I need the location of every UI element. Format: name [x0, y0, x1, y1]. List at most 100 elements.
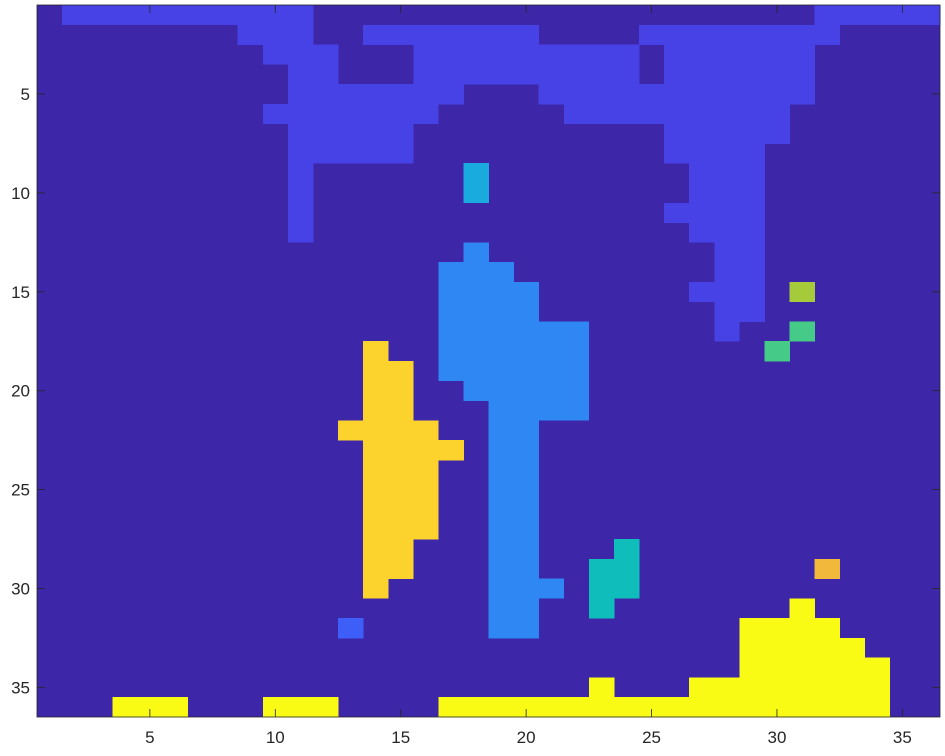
heatmap-cell-run	[438, 302, 539, 322]
heatmap-cell-run	[664, 143, 765, 163]
heatmap-cell-run	[589, 579, 640, 599]
heatmap-cell-run	[489, 539, 540, 559]
x-tick-label: 10	[266, 728, 285, 747]
heatmap-cell-run	[739, 658, 890, 678]
heatmap-cell-run	[413, 45, 639, 65]
heatmap-cell-run	[589, 598, 614, 618]
heatmap-cell-run	[363, 559, 414, 579]
heatmap-cell-run	[288, 163, 313, 183]
heatmap-cell-run	[489, 618, 540, 638]
heatmap-cell-run	[438, 697, 890, 717]
heatmap-cell-run	[815, 5, 941, 25]
heatmap-cell-run	[463, 183, 488, 203]
heatmap-cell-run	[689, 677, 890, 697]
heatmap-cell-run	[489, 401, 590, 421]
heatmap-cell-run	[489, 598, 540, 618]
heatmap-cell-run	[338, 618, 363, 638]
heatmap-cell-run	[288, 203, 313, 223]
heatmap-cell-run	[489, 420, 540, 440]
x-tick-label: 15	[391, 728, 410, 747]
heatmap-cell-run	[639, 25, 840, 45]
heatmap-cell-run	[614, 539, 639, 559]
heatmap-cell-run	[263, 104, 439, 124]
heatmap-cell-run	[489, 559, 540, 579]
heatmap-cell-run	[489, 519, 540, 539]
heatmap-cell-run	[438, 282, 539, 302]
heatmap-cell-run	[238, 25, 314, 45]
heatmap-cell-run	[438, 361, 589, 381]
x-tick-label: 5	[145, 728, 154, 747]
heatmap-cell-run	[815, 559, 840, 579]
heatmap-cell-run	[363, 539, 414, 559]
heatmap-cell-run	[463, 381, 589, 401]
heatmap-cell-run	[363, 341, 388, 361]
y-tick-label: 30	[11, 579, 30, 598]
heatmap-cell-run	[539, 84, 815, 104]
heatmap-cell-run	[363, 440, 464, 460]
heatmap-cell-run	[790, 321, 815, 341]
heatmap-cell-run	[413, 64, 639, 84]
x-tick-label: 30	[767, 728, 786, 747]
heatmap-cell-run	[714, 242, 765, 262]
heatmap-cell-run	[363, 480, 439, 500]
x-tick-label: 25	[642, 728, 661, 747]
heatmap-cell-run	[489, 440, 540, 460]
heatmap-cell-run	[438, 341, 589, 361]
heatmap-cell-run	[714, 302, 765, 322]
x-tick-label: 35	[893, 728, 912, 747]
y-tick-label: 15	[11, 283, 30, 302]
heatmap-cell-run	[438, 321, 589, 341]
y-tick-label: 20	[11, 382, 30, 401]
heatmap-cell-run	[438, 262, 514, 282]
x-tick-label: 20	[517, 728, 536, 747]
heatmap-cell-run	[689, 163, 765, 183]
heatmap-cell-run	[714, 321, 739, 341]
heatmap-cell-run	[689, 223, 765, 243]
heatmap-cell-run	[664, 45, 815, 65]
heatmap-cell-run	[363, 460, 439, 480]
heatmap-cell-run	[764, 341, 789, 361]
heatmap-cell-run	[489, 480, 540, 500]
heatmap-cell-run	[564, 104, 790, 124]
heatmap-cell-run	[338, 420, 439, 440]
heatmap-cell-run	[288, 183, 313, 203]
heatmap-cell-run	[589, 559, 640, 579]
heatmap-cell-run	[363, 25, 539, 45]
heatmap-cell-run	[689, 183, 765, 203]
heatmap-cell-run	[363, 579, 388, 599]
heatmap-cell-run	[363, 381, 414, 401]
heatmap-cell-run	[463, 163, 488, 183]
heatmap-cell-run	[790, 282, 815, 302]
heatmap-cell-run	[489, 579, 565, 599]
heatmap-cell-run	[263, 697, 339, 717]
heatmap-cell-run	[288, 143, 414, 163]
heatmap-cell-run	[288, 64, 339, 84]
heatmap-cell-run	[288, 223, 313, 243]
heatmap-cell-run	[714, 262, 765, 282]
heatmap-cell-run	[263, 45, 339, 65]
heatmap-cell-run	[664, 124, 790, 144]
y-tick-label: 5	[21, 85, 30, 104]
y-tick-label: 10	[11, 184, 30, 203]
heatmap-cell-run	[739, 618, 840, 638]
heatmap-cell-run	[489, 499, 540, 519]
y-tick-label: 35	[11, 678, 30, 697]
heatmap-cell-run	[288, 124, 414, 144]
y-tick-label: 25	[11, 481, 30, 500]
heatmap-cells	[37, 5, 940, 717]
heatmap-cell-run	[288, 84, 464, 104]
heatmap-cell-run	[664, 203, 765, 223]
heatmap-cell-run	[589, 677, 614, 697]
heatmap-cell-run	[363, 401, 414, 421]
heatmap-cell-run	[664, 64, 815, 84]
heatmap-cell-run	[363, 361, 414, 381]
heatmap-cell-run	[463, 242, 488, 262]
heatmap-cell-run	[363, 519, 439, 539]
heatmap-cell-run	[363, 499, 439, 519]
heatmap-cell-run	[790, 598, 815, 618]
heatmap-cell-run	[739, 638, 865, 658]
heatmap-cell-run	[489, 460, 540, 480]
heatmap-cell-run	[689, 282, 765, 302]
